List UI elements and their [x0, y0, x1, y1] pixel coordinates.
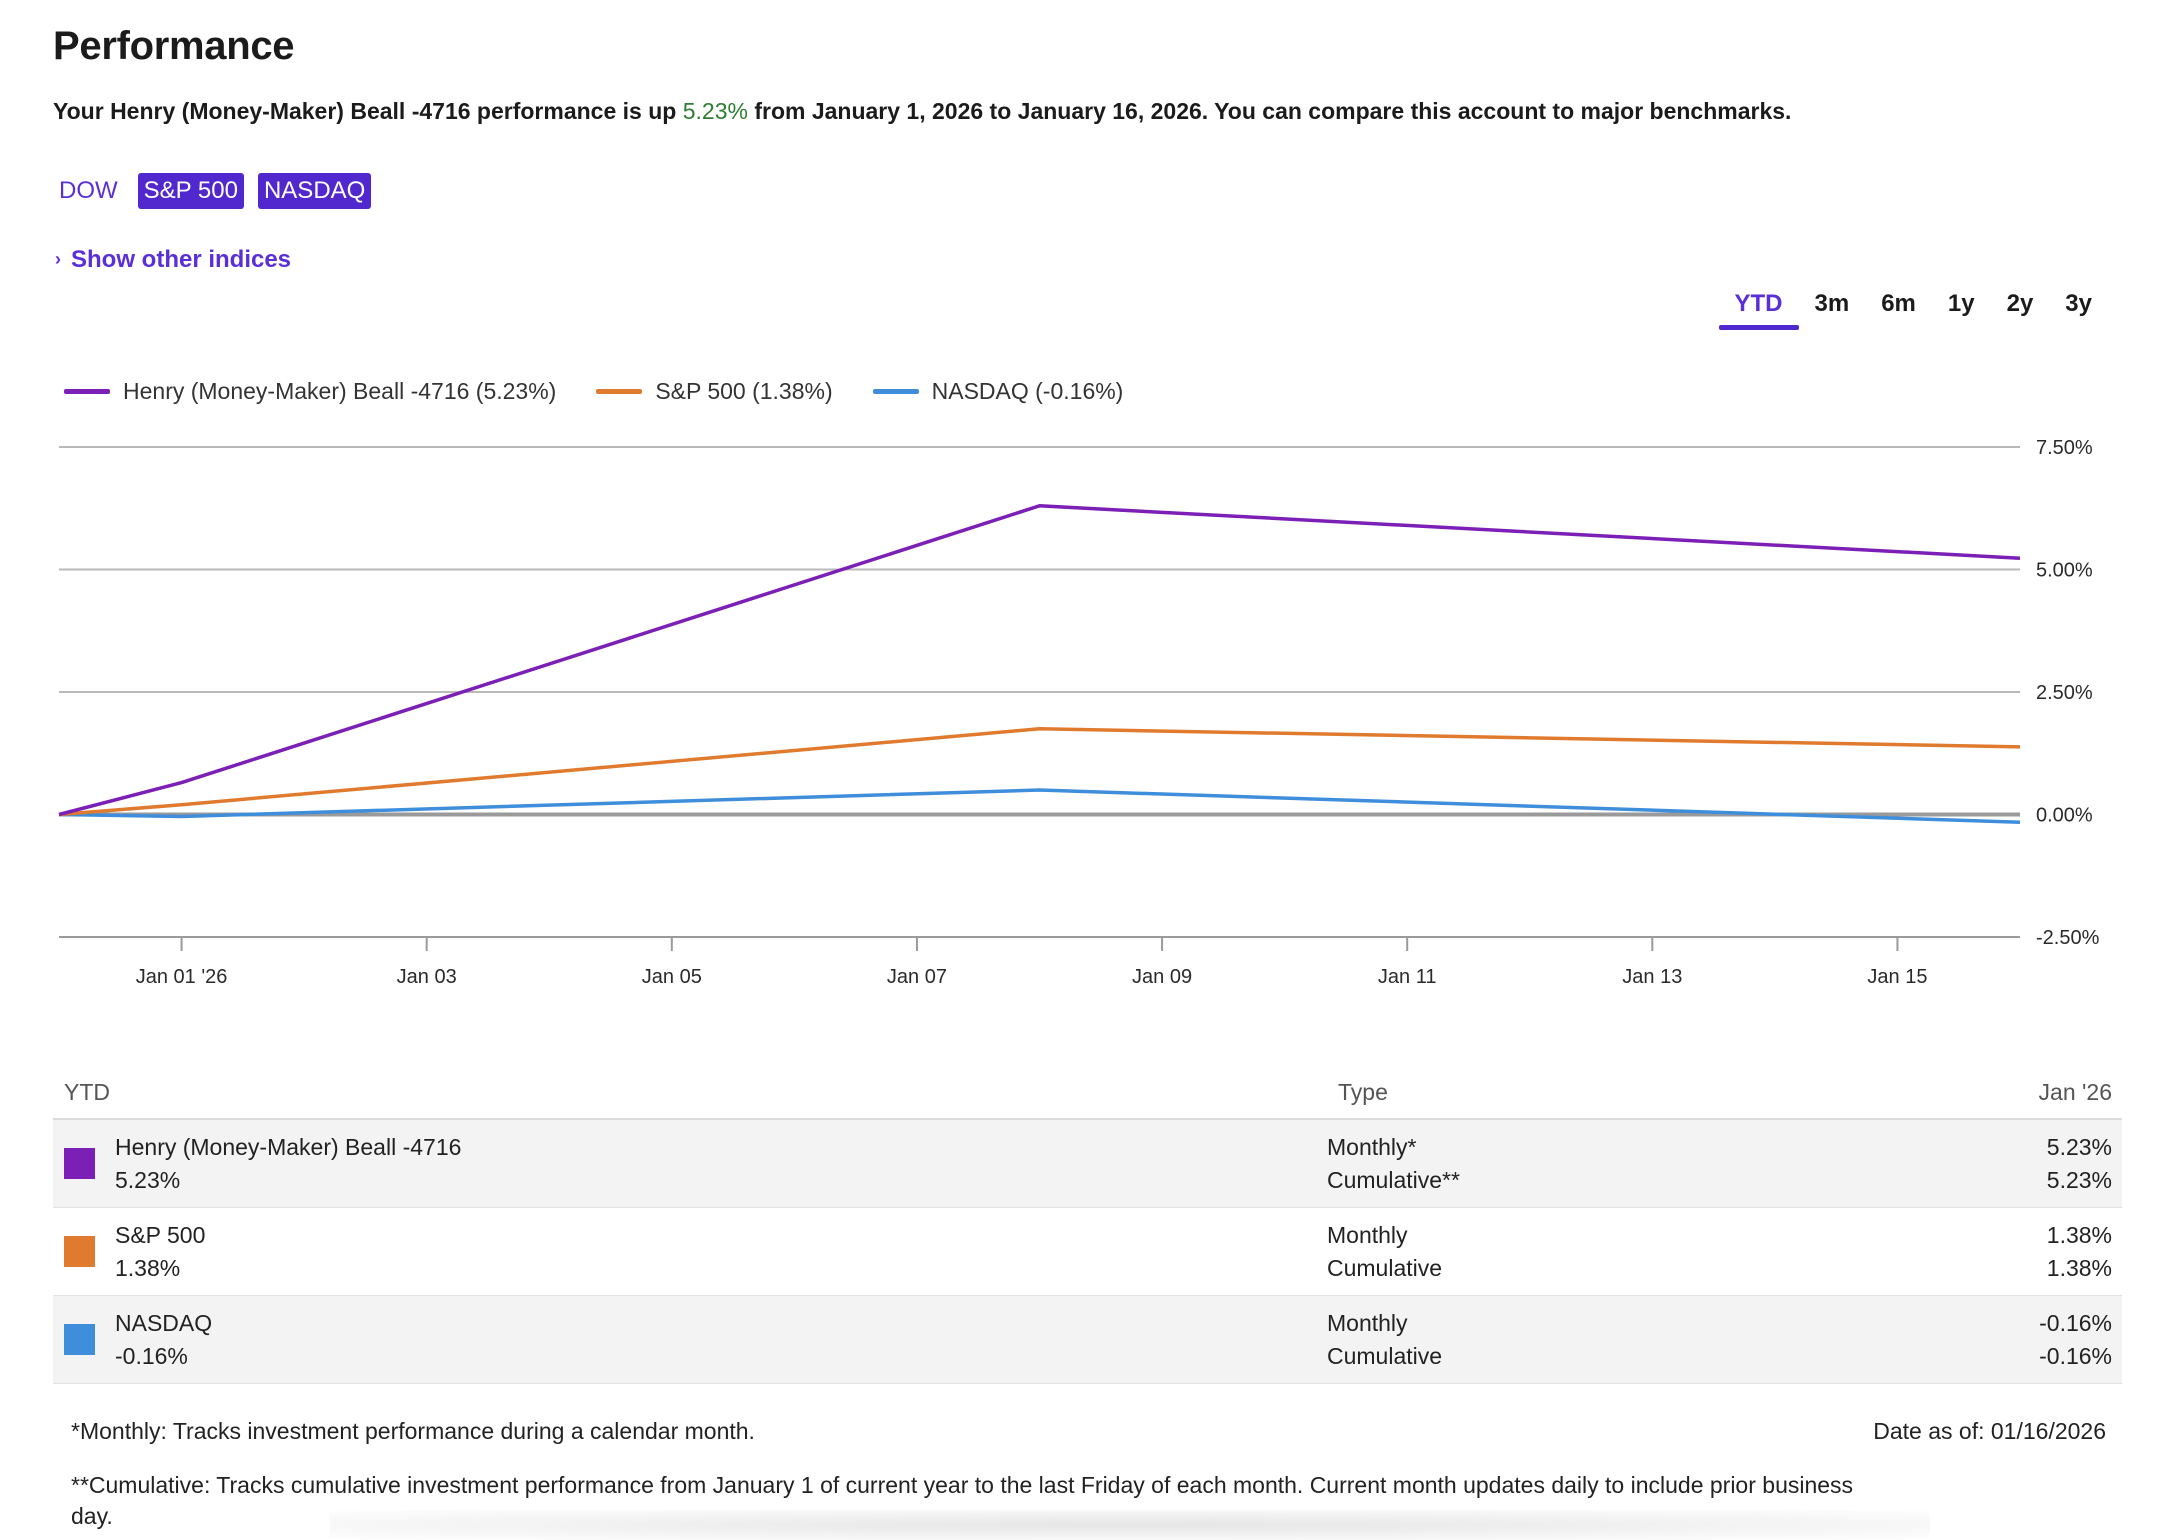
benchmark-chip-sp500[interactable]: S&P 500 [137, 173, 244, 209]
footnote-cumulative: **Cumulative: Tracks cumulative investme… [71, 1472, 1854, 1529]
row-type-cumulative: Cumulative [1327, 1254, 1443, 1281]
x-tick-label: Jan 11 [1378, 966, 1437, 988]
range-tab-3y[interactable]: 3y [2065, 290, 2092, 317]
legend-item-nasdaq: NASDAQ (-0.16%) [872, 378, 1124, 405]
x-tick-label: Jan 05 [642, 966, 702, 988]
benchmark-chip-nasdaq[interactable]: NASDAQ [257, 173, 372, 209]
legend-swatch-nasdaq [872, 389, 919, 394]
series-line-nasdaq [58, 788, 2021, 825]
row-color-swatch [64, 1324, 95, 1355]
range-tab-3m[interactable]: 3m [1814, 290, 1850, 317]
x-tick-label: Jan 13 [1622, 966, 1682, 988]
range-tab-6m[interactable]: 6m [1881, 290, 1916, 317]
row-value: -0.16% [115, 1342, 188, 1369]
y-tick-label: 2.50% [2036, 682, 2093, 704]
x-tick-label: Jan 07 [887, 966, 947, 988]
row-value: 1.38% [115, 1254, 181, 1281]
y-tick-label: -2.50% [2036, 927, 2100, 949]
y-tick-label: 0.00% [2036, 805, 2093, 827]
legend-label-nasdaq: NASDAQ (-0.16%) [931, 378, 1124, 404]
summary-prefix: Your Henry (Money-Maker) Beall -4716 per… [53, 98, 683, 124]
row-name: NASDAQ [115, 1309, 213, 1336]
summary-suffix: from January 1, 2026 to January 16, 2026… [747, 98, 1792, 124]
benchmark-chips: DOW S&P 500 NASDAQ [53, 173, 372, 209]
x-tick-label: Jan 01 '26 [136, 966, 228, 988]
time-range-tabs: YTD 3m 6m 1y 2y 3y [1718, 290, 2108, 330]
row-type-monthly: Monthly* [1327, 1133, 1417, 1160]
row-cumulative-value: -0.16% [2039, 1342, 2112, 1369]
row-color-swatch [64, 1148, 95, 1179]
legend-swatch-account [64, 389, 110, 394]
table-row: NASDAQ -0.16% Monthly Cumulative -0.16% … [53, 1296, 2122, 1384]
y-tick-label: 7.50% [2036, 437, 2093, 459]
x-tick-label: Jan 15 [1867, 966, 1927, 988]
row-type-cumulative: Cumulative** [1327, 1166, 1460, 1193]
summary-percent: 5.23% [682, 98, 748, 124]
legend-swatch-sp500 [596, 389, 643, 394]
table-row: S&P 500 1.38% Monthly Cumulative 1.38% 1… [53, 1208, 2122, 1296]
table-row: Henry (Money-Maker) Beall -4716 5.23% Mo… [53, 1120, 2122, 1208]
range-tab-2y[interactable]: 2y [2006, 290, 2034, 317]
legend-label-account: Henry (Money-Maker) Beall -4716 (5.23%) [123, 378, 557, 404]
page-title: Performance [53, 24, 295, 68]
row-cumulative-value: 1.38% [2046, 1254, 2112, 1281]
row-color-swatch [64, 1236, 95, 1267]
benchmark-chip-dow[interactable]: DOW [59, 177, 118, 204]
x-tick-label: Jan 09 [1132, 966, 1192, 988]
date-as-of: Date as of: 01/16/2026 [1873, 1418, 2106, 1444]
x-tick-label: Jan 03 [397, 966, 457, 988]
row-value: 5.23% [115, 1166, 181, 1193]
range-tab-1y[interactable]: 1y [1947, 290, 1975, 317]
series-line-henry-money-maker-beall-4716 [58, 504, 2021, 817]
chevron-right-icon: › [55, 249, 61, 269]
row-monthly-value: -0.16% [2039, 1309, 2112, 1336]
legend-item-account: Henry (Money-Maker) Beall -4716 (5.23%) [64, 378, 556, 405]
chart-legend: Henry (Money-Maker) Beall -4716 (5.23%) … [64, 378, 1123, 405]
header-ytd: YTD [64, 1079, 110, 1105]
legend-label-sp500: S&P 500 (1.38%) [655, 378, 833, 404]
row-name: S&P 500 [115, 1221, 206, 1248]
header-period: Jan '26 [2038, 1079, 2112, 1105]
show-other-indices-label: Show other indices [71, 246, 292, 273]
series-line-s-p-500 [58, 727, 2021, 817]
performance-summary: Your Henry (Money-Maker) Beall -4716 per… [53, 98, 1791, 125]
header-type: Type [1338, 1079, 1388, 1105]
row-cumulative-value: 5.23% [2046, 1166, 2112, 1193]
row-type-monthly: Monthly [1327, 1309, 1408, 1336]
table-header: YTD Type Jan '26 [53, 1070, 2122, 1120]
footnote-monthly: *Monthly: Tracks investment performance … [71, 1418, 755, 1444]
performance-table: YTD Type Jan '26 Henry (Money-Maker) Bea… [53, 1070, 2122, 1384]
row-type-monthly: Monthly [1327, 1221, 1408, 1248]
bottom-shadow [330, 1510, 1930, 1540]
range-tab-ytd[interactable]: YTD [1718, 290, 1799, 330]
show-other-indices-link[interactable]: › Show other indices [55, 246, 291, 274]
legend-item-sp500: S&P 500 (1.38%) [596, 378, 833, 405]
y-tick-label: 5.00% [2036, 560, 2093, 582]
performance-line-chart: 7.50% 5.00% 2.50% 0.00% -2.50% Jan 01 '26 Jan … [58, 437, 2100, 988]
row-monthly-value: 5.23% [2046, 1133, 2112, 1160]
row-monthly-value: 1.38% [2046, 1221, 2112, 1248]
row-name: Henry (Money-Maker) Beall -4716 [115, 1133, 462, 1160]
row-type-cumulative: Cumulative [1327, 1342, 1443, 1369]
